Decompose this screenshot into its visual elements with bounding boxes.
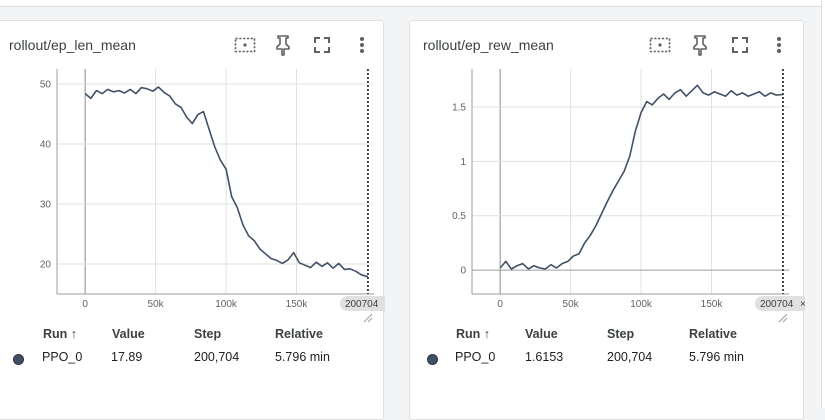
- top-strip: [0, 0, 825, 7]
- x-tick-label: 100k: [630, 299, 653, 310]
- y-tick-label: 1: [460, 157, 466, 168]
- run-step: 200,704: [194, 350, 239, 364]
- x-tick-label: 0: [82, 299, 88, 310]
- x-tick-label: 150k: [701, 299, 724, 310]
- y-tick-label: 0.5: [452, 211, 466, 222]
- y-tick-label: 30: [40, 200, 52, 211]
- y-tick-label: 50: [40, 80, 52, 91]
- run-color-dot: [13, 354, 24, 365]
- y-tick-label: 20: [40, 260, 52, 271]
- y-tick-label: 1.5: [452, 103, 466, 114]
- run-value: 1.6153: [525, 350, 563, 364]
- run-color-dot: [427, 354, 438, 365]
- x-tick-label: 150k: [286, 299, 309, 310]
- x-tick-label: 100k: [215, 299, 238, 310]
- value-header[interactable]: Value: [112, 327, 145, 341]
- x-tick-label: 50k: [148, 299, 165, 310]
- resize-handle-icon[interactable]: [363, 313, 373, 323]
- run-value: 17.89: [111, 350, 142, 364]
- y-tick-label: 0: [460, 266, 466, 277]
- line-chart[interactable]: 0 50k 100k 150k 0 0.5 1 1.5 200704 ×: [410, 21, 805, 331]
- y-tick-label: 40: [40, 140, 52, 151]
- resize-handle-icon[interactable]: [778, 313, 788, 323]
- run-relative: 5.796 min: [275, 350, 330, 364]
- value-header[interactable]: Value: [525, 327, 558, 341]
- x-tick-label: 50k: [563, 299, 580, 310]
- run-step: 200,704: [607, 350, 652, 364]
- step-header[interactable]: Step: [607, 327, 634, 341]
- run-name: PPO_0: [42, 350, 82, 364]
- next-card-edge: [821, 0, 825, 408]
- run-header[interactable]: Run ↑: [43, 327, 77, 341]
- run-header[interactable]: Run ↑: [456, 327, 490, 341]
- x-tick-label: 0: [497, 299, 503, 310]
- sort-arrow-icon: ↑: [484, 327, 490, 341]
- step-chip-label: 200704: [760, 299, 794, 310]
- relative-header[interactable]: Relative: [275, 327, 323, 341]
- run-relative: 5.796 min: [689, 350, 744, 364]
- step-header[interactable]: Step: [194, 327, 221, 341]
- run-name: PPO_0: [455, 350, 495, 364]
- step-chip-label: 200704: [345, 299, 379, 310]
- chip-close-icon[interactable]: ×: [800, 299, 805, 310]
- relative-header[interactable]: Relative: [689, 327, 737, 341]
- sort-arrow-icon: ↑: [71, 327, 77, 341]
